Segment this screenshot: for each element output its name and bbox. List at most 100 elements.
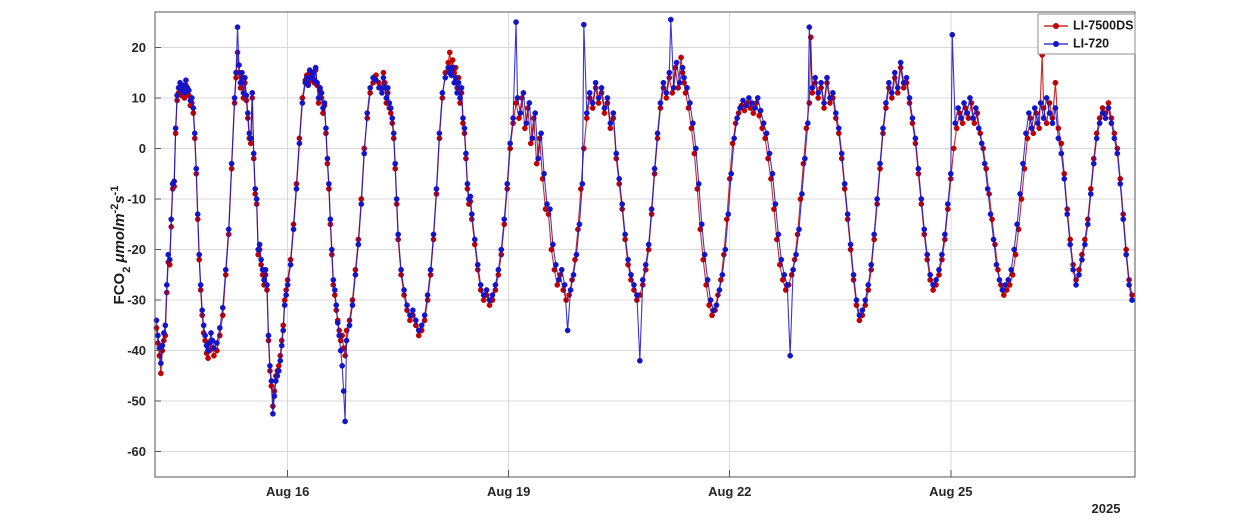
data-point [981, 160, 988, 167]
data-point [949, 31, 956, 38]
data-point [690, 120, 696, 127]
data-point [262, 266, 269, 273]
data-point [398, 266, 404, 273]
data-point [1084, 221, 1091, 228]
data-point [990, 236, 997, 243]
data-point [510, 115, 516, 121]
data-point [439, 90, 446, 96]
data-point [741, 107, 748, 114]
data-point [393, 196, 400, 202]
data-point [552, 261, 559, 268]
gridlines [155, 12, 1135, 477]
data-point [333, 302, 340, 308]
data-point [759, 125, 766, 132]
data-point [477, 282, 484, 288]
data-point [903, 74, 910, 81]
data-point [242, 74, 248, 81]
data-point [874, 196, 880, 202]
data-point [342, 352, 348, 359]
data-point [228, 160, 235, 167]
data-point [1099, 110, 1106, 116]
data-point [1055, 125, 1062, 132]
data-point [827, 100, 833, 106]
data-point [601, 110, 608, 116]
data-point [555, 277, 562, 283]
data-point [579, 181, 586, 187]
data-point [442, 74, 449, 81]
x-tick-label: Aug 16 [266, 484, 309, 499]
data-point [513, 19, 519, 25]
data-point [448, 72, 455, 79]
data-point [748, 100, 755, 106]
data-point [799, 191, 805, 197]
data-point [544, 201, 550, 207]
data-point [558, 266, 565, 273]
data-point [317, 84, 323, 91]
legend-label-LI-7500DS: LI-7500DS [1073, 18, 1133, 32]
data-point [824, 74, 830, 81]
data-point [293, 186, 300, 192]
data-point [1043, 120, 1050, 127]
data-point [244, 110, 251, 116]
data-point [787, 352, 794, 359]
y-tick-label: -20 [127, 242, 146, 257]
data-point [1067, 241, 1074, 248]
data-point [158, 370, 164, 377]
data-point [1014, 221, 1020, 228]
data-point [589, 100, 596, 106]
data-point [309, 69, 316, 76]
data-point [340, 388, 347, 394]
data-point [628, 271, 634, 278]
data-point [573, 251, 580, 258]
data-point [1043, 95, 1050, 101]
data-point [797, 196, 804, 202]
chart-legend[interactable]: LI-7500DS LI-720 [1037, 13, 1136, 55]
data-point [343, 337, 350, 344]
data-point [952, 120, 959, 127]
data-point [457, 95, 463, 101]
data-point [642, 261, 649, 268]
data-point [722, 246, 729, 253]
data-point [667, 16, 674, 23]
data-point [523, 120, 530, 127]
data-point [183, 77, 189, 84]
data-point [970, 115, 976, 121]
data-point [471, 236, 478, 243]
data-point [570, 271, 577, 278]
data-point [480, 297, 487, 303]
data-point [766, 150, 773, 157]
data-point [989, 216, 995, 223]
data-point [915, 165, 922, 172]
data-point [278, 342, 285, 349]
data-point [379, 90, 385, 96]
data-point [975, 125, 982, 132]
data-point [877, 160, 883, 167]
data-point [651, 165, 658, 172]
data-point [449, 64, 456, 71]
data-point [274, 373, 281, 379]
ylabel-units-pre: μmolm [111, 213, 128, 266]
data-point [707, 297, 714, 303]
data-point [1037, 100, 1044, 106]
data-point [205, 355, 211, 362]
data-point [492, 282, 499, 288]
data-point [1096, 120, 1103, 127]
data-point [436, 130, 443, 137]
x-tick-label: Aug 22 [708, 484, 751, 499]
legend-marker-LI-7500DS [1053, 23, 1059, 29]
x-tick-label: Aug 19 [487, 484, 530, 499]
data-point [625, 256, 631, 263]
data-point [337, 337, 344, 344]
data-point [634, 292, 640, 298]
data-point [897, 59, 904, 66]
legend-label-LI-720: LI-720 [1073, 36, 1109, 50]
data-series-layer [153, 16, 1135, 425]
data-point [971, 120, 978, 127]
data-point [806, 24, 813, 31]
data-point [1073, 282, 1079, 288]
data-point [778, 256, 785, 263]
data-point [1011, 246, 1018, 253]
data-point [211, 352, 217, 359]
data-point [1114, 150, 1121, 157]
